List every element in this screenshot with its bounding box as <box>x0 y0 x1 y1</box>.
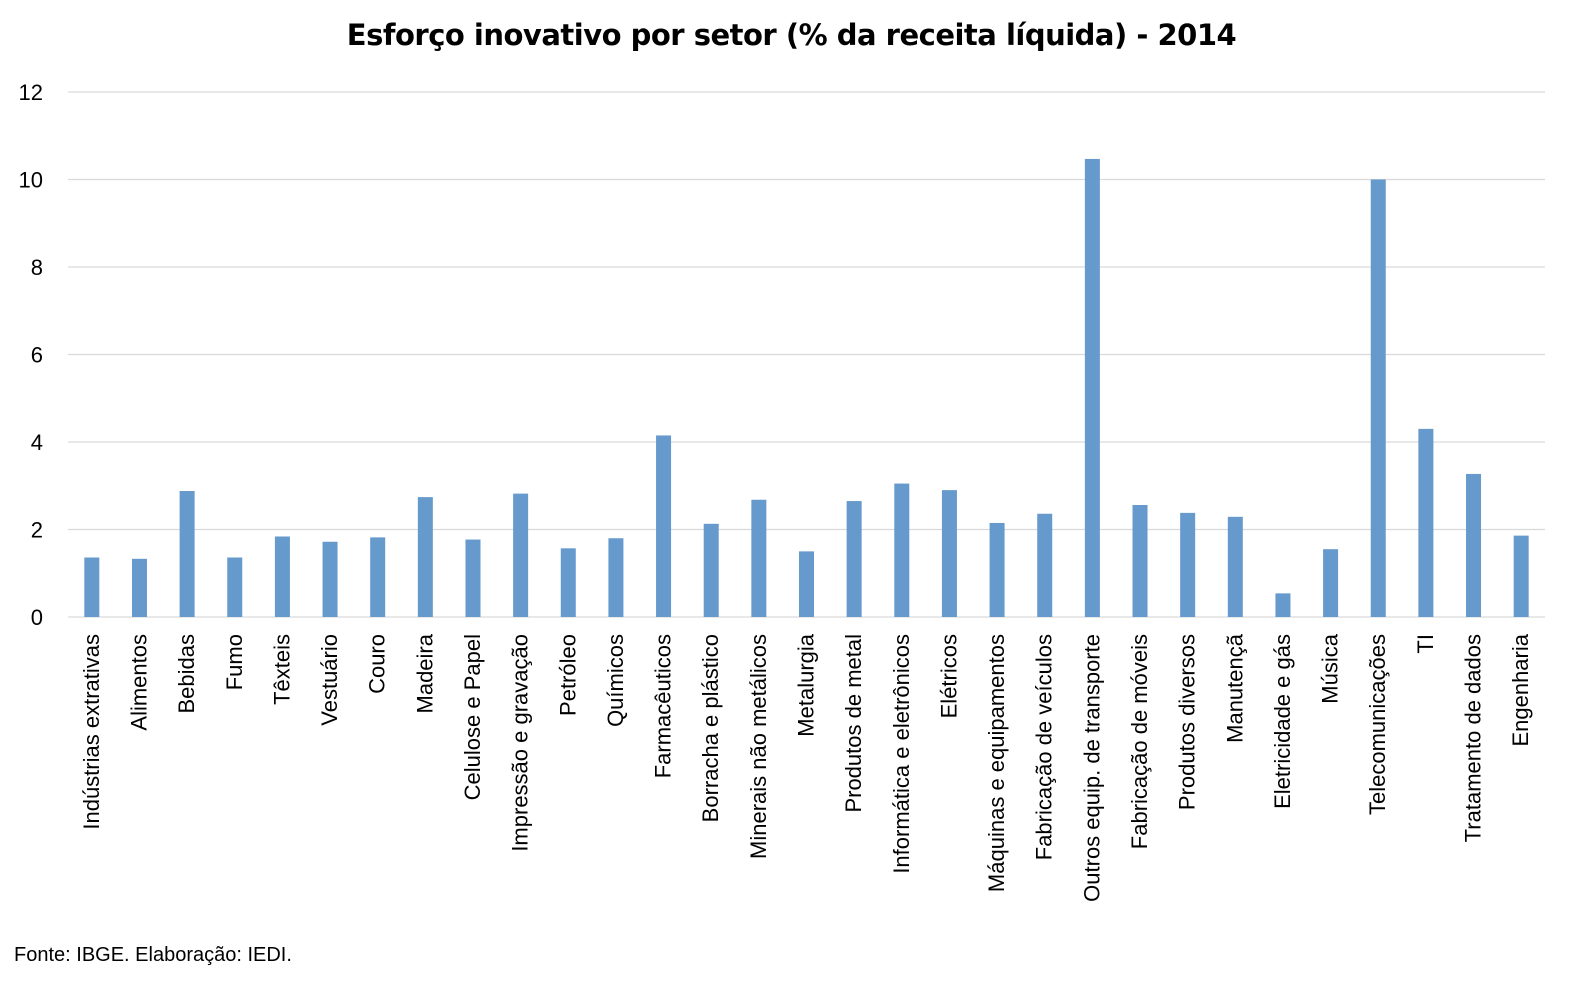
x-tick-label: Indústrias extrativas <box>79 634 104 830</box>
bar <box>1323 549 1339 617</box>
chart-title: Esforço inovativo por setor (% da receit… <box>346 18 1237 52</box>
x-tick-label: Eletricidade e gás <box>1270 634 1295 809</box>
bar <box>751 499 767 617</box>
x-tick-label: Minerais não metálicos <box>746 634 771 859</box>
bar <box>1370 179 1386 617</box>
x-tick-label: Tratamento de dados <box>1461 634 1486 842</box>
x-tick-label: Borracha e plástico <box>698 634 723 822</box>
x-tick-label: Música <box>1318 633 1343 703</box>
bar <box>1037 513 1053 617</box>
bar <box>608 538 624 617</box>
bar <box>799 551 814 617</box>
x-tick-label: Fumo <box>222 634 247 690</box>
x-tick-label: Bebidas <box>174 634 199 714</box>
bar <box>1418 428 1434 617</box>
bars <box>84 158 1529 617</box>
bar <box>1180 512 1196 617</box>
x-tick-label: Engenharia <box>1508 633 1533 746</box>
bar <box>941 490 957 617</box>
bar <box>894 483 910 617</box>
x-tick-label: Informática e eletrônicos <box>889 634 914 874</box>
bar <box>84 557 100 617</box>
bar <box>989 522 1005 617</box>
bar <box>370 537 386 617</box>
bar <box>179 491 195 617</box>
y-axis-ticks: 0 2 4 6 8 10 12 <box>19 80 43 630</box>
x-tick-label: Outros equip. de transporte <box>1079 634 1104 902</box>
y-tick-label: 2 <box>31 518 43 543</box>
y-tick-label: 6 <box>31 343 43 368</box>
bar <box>656 435 672 617</box>
x-tick-label: Madeira <box>412 633 437 713</box>
x-tick-label: Petróleo <box>555 634 580 716</box>
y-tick-label: 0 <box>31 605 43 630</box>
bar <box>1466 473 1482 617</box>
y-tick-label: 4 <box>31 430 43 455</box>
x-tick-label: Telecomunicações <box>1365 634 1390 815</box>
x-tick-label: Alimentos <box>126 634 151 731</box>
x-tick-label: Químicos <box>603 634 628 727</box>
bar <box>274 536 290 617</box>
x-tick-label: TI <box>1413 634 1438 654</box>
x-axis-ticks: Indústrias extrativas Alimentos Bebidas Fum… <box>79 633 1533 902</box>
bar <box>1227 516 1243 617</box>
x-tick-label: Máquinas e equipamentos <box>984 634 1009 892</box>
x-tick-label: Têxteis <box>269 634 294 705</box>
x-tick-label: Impressão e gravação <box>508 634 533 852</box>
bar <box>1084 158 1100 617</box>
x-tick-label: Farmacêuticos <box>651 634 676 778</box>
bar <box>1513 535 1529 617</box>
x-tick-label: Vestuário <box>317 634 342 726</box>
bar <box>131 558 147 617</box>
y-tick-label: 10 <box>19 168 43 193</box>
bar <box>227 557 243 617</box>
x-tick-label: Couro <box>365 634 390 694</box>
bar <box>465 539 481 617</box>
bar <box>846 501 862 617</box>
bar <box>1275 593 1291 617</box>
bar <box>322 541 338 617</box>
bar <box>417 497 433 617</box>
bar <box>513 493 529 617</box>
x-tick-label: Celulose e Papel <box>460 634 485 800</box>
chart-source-note: Fonte: IBGE. Elaboração: IEDI. <box>14 944 292 966</box>
x-tick-label: Fabricação de móveis <box>1127 634 1152 849</box>
y-tick-label: 12 <box>19 80 43 105</box>
x-tick-label: Produtos diversos <box>1175 634 1200 810</box>
x-tick-label: Elétricos <box>936 634 961 718</box>
x-tick-label: Produtos de metal <box>841 634 866 813</box>
gridlines <box>68 91 1545 618</box>
x-tick-label: Metalurgia <box>794 633 819 736</box>
x-tick-label: Manutençã <box>1222 633 1247 743</box>
x-tick-label: Fabricação de veículos <box>1032 634 1057 860</box>
y-tick-label: 8 <box>31 255 43 280</box>
bar <box>560 548 576 617</box>
bar <box>1132 505 1148 617</box>
bar <box>703 523 719 617</box>
